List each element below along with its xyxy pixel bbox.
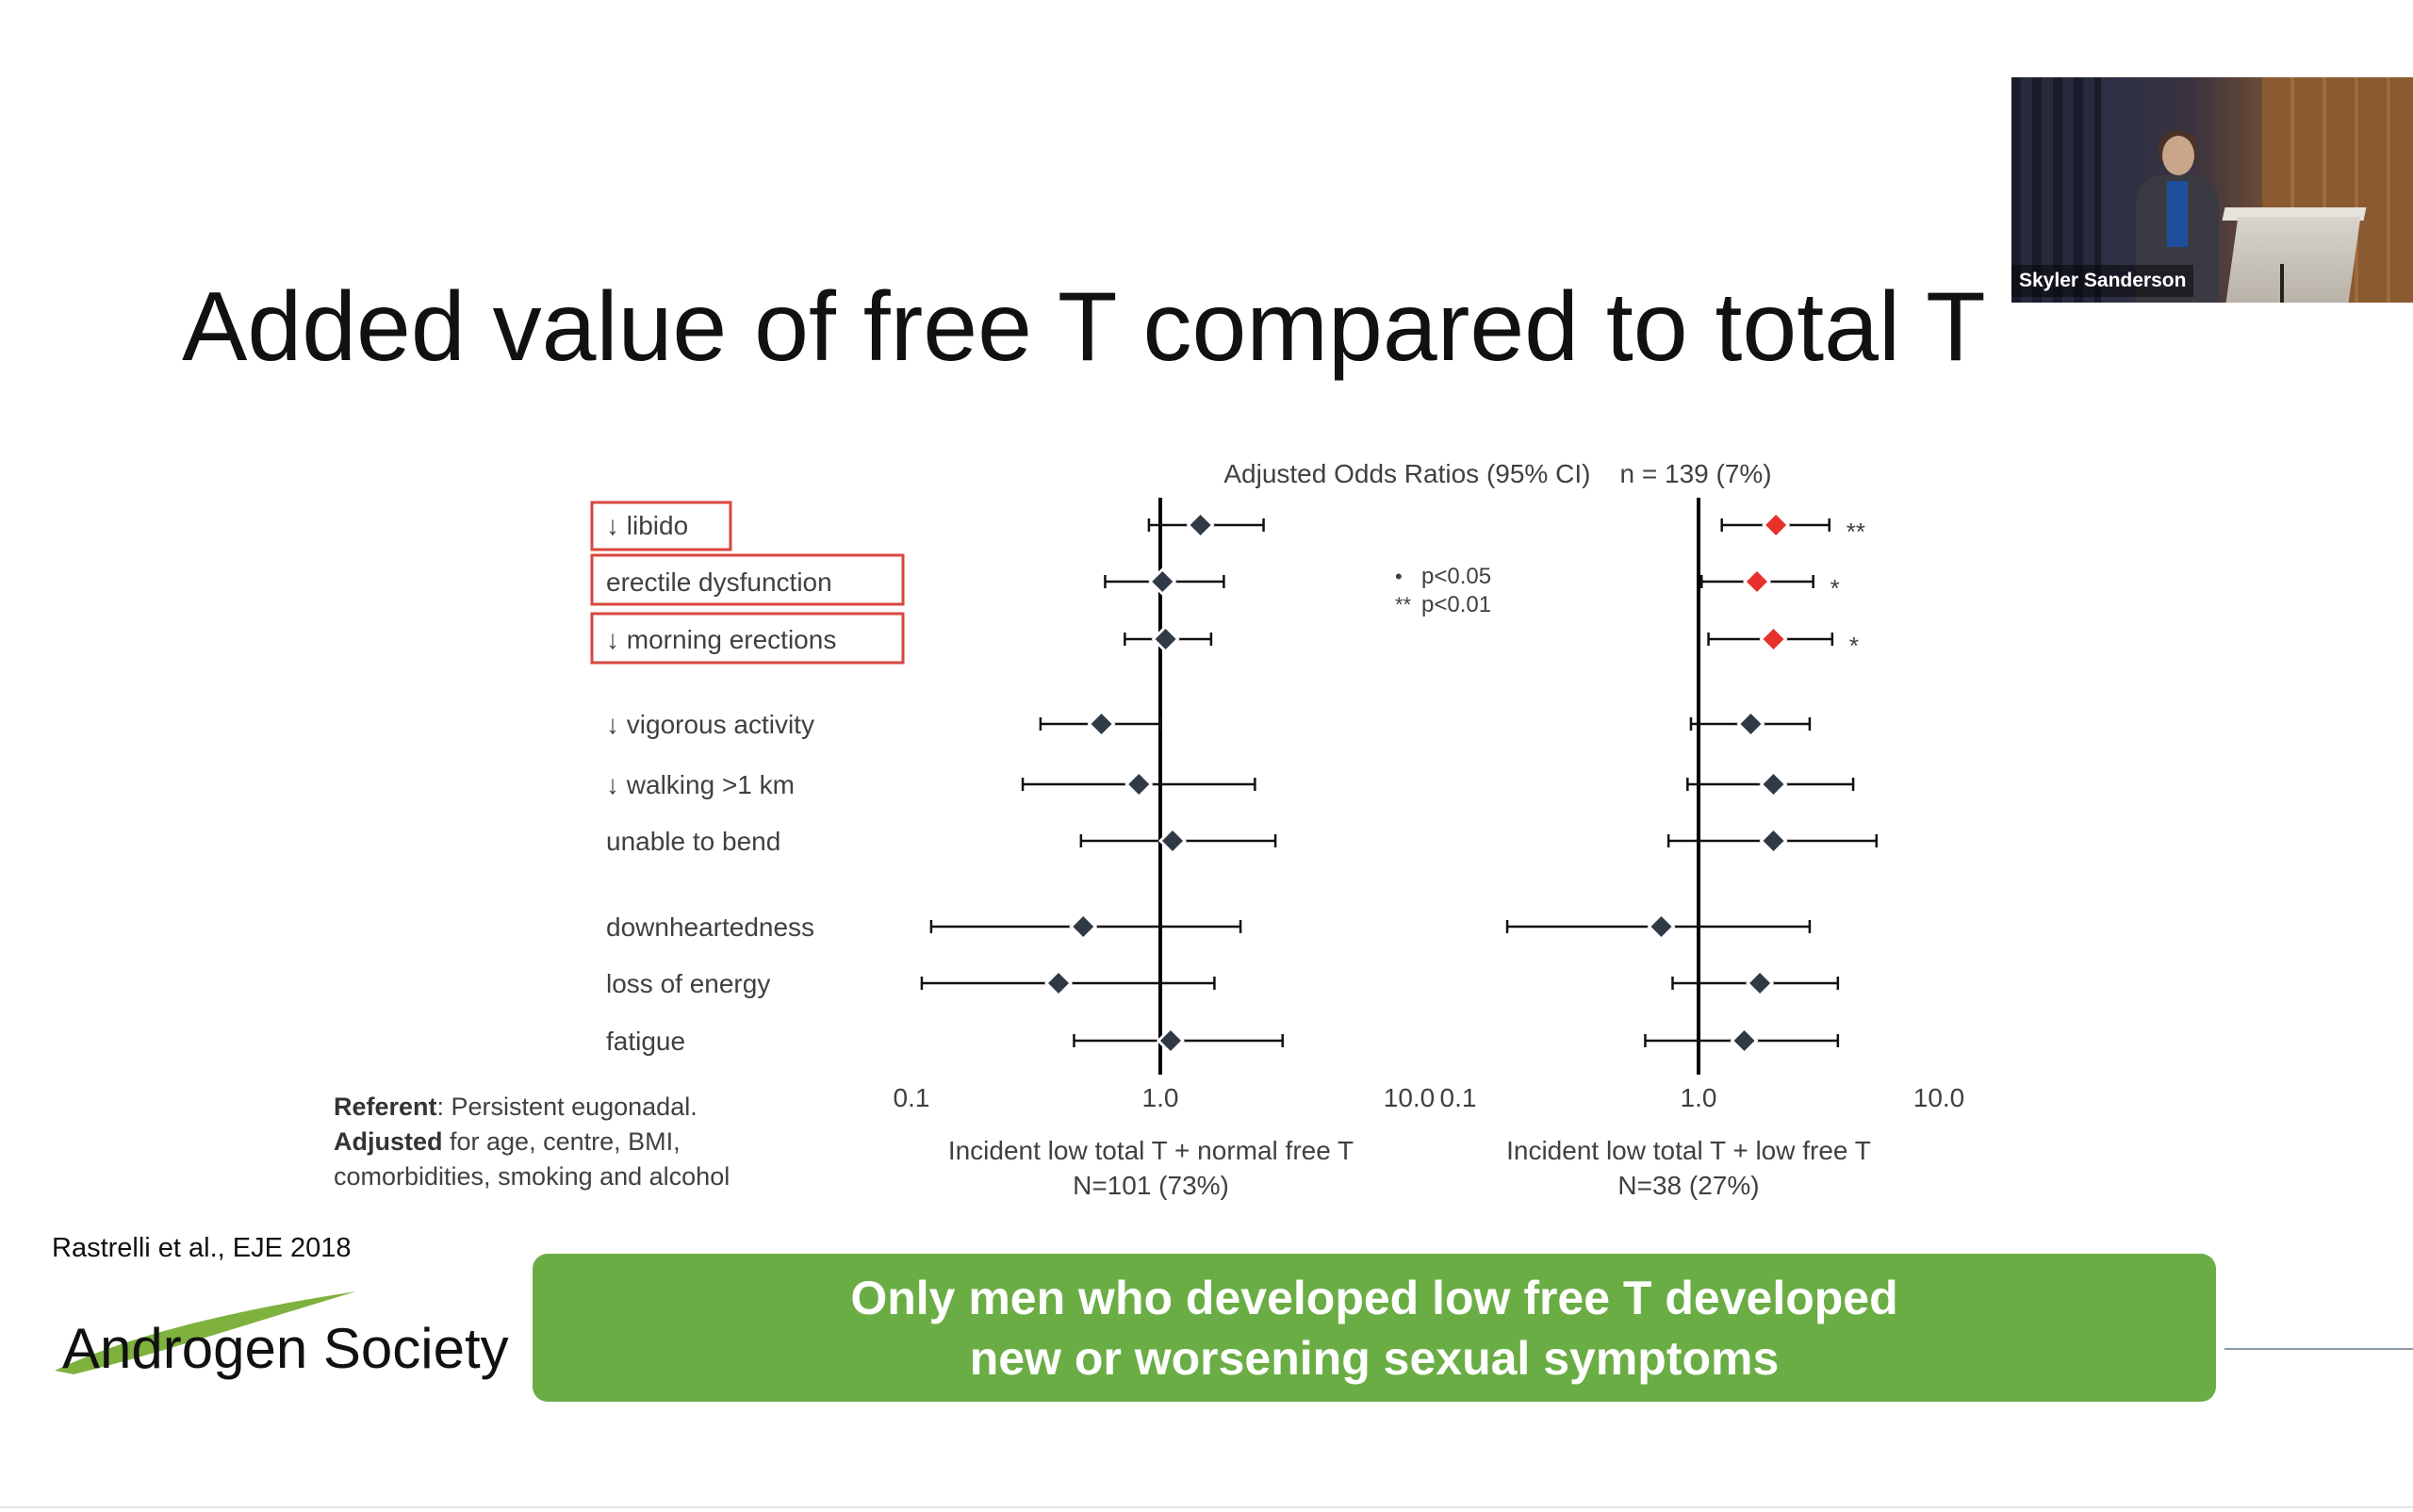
x-tick-label: 0.1 (1440, 1083, 1477, 1112)
chart-title: Adjusted Odds Ratios (95% CI) n = 139 (7… (1223, 459, 1771, 488)
sig-legend-single-text: p<0.05 (1421, 564, 1491, 589)
speaker-shirt (2167, 181, 2188, 247)
bottom-divider (0, 1506, 2413, 1508)
forest-panel-2: 0.1 1.0 10.0 Incident low total T + low fre… (1440, 498, 1965, 1200)
row-labels: ↓ libido erectile dysfunction ↓ morning er… (590, 501, 905, 1056)
footnotes: Referent: Persistent eugonadal. Adjusted… (334, 1090, 730, 1194)
conclusion-banner: Only men who developed low free T develo… (533, 1254, 2216, 1402)
banner-line-2: new or worsening sexual symptoms (969, 1331, 1780, 1385)
odds-ratio-marker (1155, 629, 1176, 649)
speaker-name-tag: Skyler Sanderson (2011, 265, 2194, 297)
odds-ratio-marker (1091, 714, 1112, 734)
odds-ratio-marker (1048, 973, 1070, 994)
speaker-head (2162, 136, 2194, 175)
androgen-society-logo: Androgen Society (55, 1288, 509, 1391)
sig-legend-double-mark: ** (1395, 593, 1412, 616)
logo-text: Androgen Society (62, 1317, 509, 1380)
odds-ratio-marker (1128, 774, 1150, 795)
row-label-vigorous-activity: ↓ vigorous activity (606, 710, 814, 739)
x-tick-label: 1.0 (1142, 1083, 1179, 1112)
odds-ratio-marker (1740, 714, 1762, 734)
odds-ratio-marker (1073, 916, 1094, 937)
odds-ratio-marker (1763, 830, 1784, 851)
x-axis-label: Incident low total T + low free T (1506, 1136, 1871, 1165)
row-label-morning-erections: ↓ morning erections (606, 625, 836, 654)
row-label-downheartedness: downheartedness (606, 912, 814, 942)
n-label: N=38 (27%) (1617, 1171, 1759, 1200)
highlight-box-erectile-dysfunction (590, 553, 905, 606)
odds-ratio-marker (1190, 515, 1211, 535)
odds-ratio-marker (1746, 571, 1767, 592)
adjusted-label: Adjusted (334, 1127, 443, 1156)
odds-ratio-marker (1161, 830, 1183, 851)
odds-ratio-marker (1159, 1030, 1181, 1051)
x-tick-label: 0.1 (894, 1083, 930, 1112)
video-curtain (2011, 77, 2101, 303)
speaker-video-thumbnail[interactable] (2011, 77, 2413, 303)
significance-legend: • p<0.05 ** p<0.01 (1395, 564, 1491, 617)
odds-ratio-marker (1152, 571, 1174, 592)
adjusted-text-2: comorbidities, smoking and alcohol (334, 1162, 730, 1191)
x-tick-label: 1.0 (1681, 1083, 1717, 1112)
x-tick-label: 10.0 (1384, 1083, 1436, 1112)
significance-mark: * (1830, 574, 1840, 602)
adjusted-text: for age, centre, BMI, (442, 1127, 681, 1156)
forest-panel-1: 0.1 1.0 10.0 Incident low total T + normal … (894, 498, 1436, 1200)
highlight-box-libido (590, 501, 732, 551)
significance-mark: * (1849, 632, 1859, 660)
forest-panels: 0.1 1.0 10.0 Incident low total T + normal … (894, 498, 1965, 1200)
sig-legend-double-text: p<0.01 (1421, 592, 1491, 617)
row-label-loss-of-energy: loss of energy (606, 969, 770, 998)
odds-ratio-marker (1650, 916, 1672, 937)
citation: Rastrelli et al., EJE 2018 (52, 1233, 352, 1263)
significance-mark: ** (1847, 518, 1865, 546)
odds-ratio-marker (1749, 973, 1771, 994)
mic-stand (2280, 264, 2284, 303)
slide-title: Added value of free T compared to total … (182, 272, 1986, 382)
odds-ratio-marker (1763, 629, 1784, 649)
n-label: N=101 (73%) (1073, 1171, 1229, 1200)
odds-ratio-marker (1763, 774, 1784, 795)
highlight-box-morning-erections (590, 612, 905, 665)
row-label-fatigue: fatigue (606, 1027, 685, 1056)
row-label-erectile-dysfunction: erectile dysfunction (606, 567, 832, 597)
referent-text: : Persistent eugonadal. (436, 1093, 698, 1121)
odds-ratio-marker (1733, 1030, 1755, 1051)
banner-divider (2224, 1348, 2413, 1350)
x-axis-label: Incident low total T + normal free T (948, 1136, 1354, 1165)
x-tick-label: 10.0 (1913, 1083, 1965, 1112)
referent-label: Referent (334, 1093, 437, 1121)
sig-legend-single-mark: • (1395, 565, 1403, 588)
row-label-unable-to-bend: unable to bend (606, 827, 780, 856)
logo-swoosh-icon (55, 1291, 356, 1374)
banner-line-1: Only men who developed low free T develo… (850, 1271, 1898, 1324)
odds-ratio-marker (1765, 515, 1787, 535)
row-label-libido: ↓ libido (606, 511, 688, 540)
row-label-walking-1-km: ↓ walking >1 km (606, 770, 795, 799)
